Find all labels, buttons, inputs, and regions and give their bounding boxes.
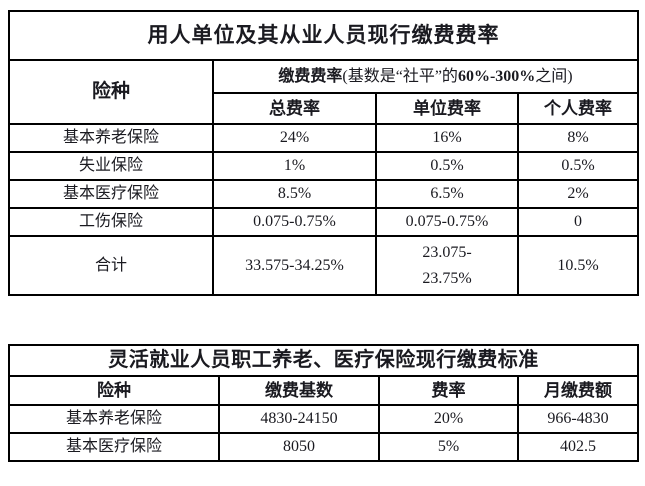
- rate-cell: 20%: [378, 404, 519, 434]
- contribution-base-cell: 8050: [218, 432, 380, 462]
- personal-rate-cell: 0.5%: [517, 151, 639, 181]
- document-page: 用人单位及其从业人员现行缴费费率 险种 缴费费率(基数是“社平”的60%-300…: [8, 10, 639, 462]
- personal-rate-cell: 0: [517, 207, 639, 237]
- table-row: 灵活就业人员职工养老、医疗保险现行缴费标准: [8, 344, 639, 377]
- table-row: 基本养老保险 4830-24150 20% 966-4830: [8, 404, 639, 434]
- table-row: 工伤保险 0.075-0.75% 0.075-0.75% 0: [8, 207, 639, 237]
- column-header-employer-rate: 单位费率: [375, 92, 519, 125]
- total-rate-cell: 8.5%: [212, 179, 377, 209]
- monthly-amount-cell: 402.5: [517, 432, 639, 462]
- employer-rate-cell: 16%: [375, 123, 519, 153]
- column-header-contribution-base: 缴费基数: [218, 375, 380, 406]
- flexible-employment-table: 灵活就业人员职工养老、医疗保险现行缴费标准 险种 缴费基数 费率 月缴费额 基本…: [8, 344, 639, 462]
- column-header-risk-type: 险种: [8, 375, 220, 406]
- total-rate-cell: 33.575-34.25%: [212, 235, 377, 296]
- risk-type-header: 险种: [8, 59, 214, 125]
- table-row: 基本医疗保险 8.5% 6.5% 2%: [8, 179, 639, 209]
- rate-header-normal: (基数是“社平”的: [342, 67, 458, 85]
- total-rate-cell: 24%: [212, 123, 377, 153]
- monthly-amount-cell: 966-4830: [517, 404, 639, 434]
- table-row: 失业保险 1% 0.5% 0.5%: [8, 151, 639, 181]
- column-header-rate: 费率: [378, 375, 519, 406]
- table-row: 险种 缴费基数 费率 月缴费额: [8, 375, 639, 406]
- rate-header-range: 60%-300%: [457, 67, 536, 85]
- employer-rate-cell: 23.075-23.75%: [375, 235, 519, 296]
- row-label: 基本养老保险: [8, 404, 220, 434]
- personal-rate-cell: 10.5%: [517, 235, 639, 296]
- table-row: 基本养老保险 24% 16% 8%: [8, 123, 639, 153]
- total-rate-cell: 1%: [212, 151, 377, 181]
- column-header-total-rate: 总费率: [212, 92, 377, 125]
- row-label: 基本医疗保险: [8, 432, 220, 462]
- personal-rate-cell: 8%: [517, 123, 639, 153]
- total-row-label: 合计: [8, 235, 214, 296]
- total-rate-cell: 0.075-0.75%: [212, 207, 377, 237]
- table-row: 险种 缴费费率(基数是“社平”的60%-300%之间): [8, 59, 639, 125]
- table-row: 用人单位及其从业人员现行缴费费率: [8, 10, 639, 61]
- table-row: 总费率 单位费率 个人费率: [9, 92, 639, 125]
- contribution-base-cell: 4830-24150: [218, 404, 380, 434]
- employer-rate-cell: 0.5%: [375, 151, 519, 181]
- employer-rate-cell: 6.5%: [375, 179, 519, 209]
- rate-header: 缴费费率(基数是“社平”的60%-300%之间): [212, 59, 639, 94]
- personal-rate-cell: 2%: [517, 179, 639, 209]
- rate-header-suffix: 之间): [535, 67, 573, 85]
- rate-header-bold: 缴费费率: [278, 67, 343, 85]
- row-label: 失业保险: [8, 151, 214, 181]
- employer-table-title: 用人单位及其从业人员现行缴费费率: [8, 10, 639, 61]
- row-label: 基本养老保险: [8, 123, 214, 153]
- table-row: 基本医疗保险 8050 5% 402.5: [8, 432, 639, 462]
- employer-rate-cell: 0.075-0.75%: [375, 207, 519, 237]
- row-label: 工伤保险: [8, 207, 214, 237]
- rate-cell: 5%: [378, 432, 519, 462]
- flexible-table-title: 灵活就业人员职工养老、医疗保险现行缴费标准: [8, 344, 639, 377]
- column-header-monthly-amount: 月缴费额: [517, 375, 639, 406]
- table-row: 合计 33.575-34.25% 23.075-23.75% 10.5%: [8, 235, 639, 296]
- employer-rate-wrapped-value: 23.075-23.75%: [422, 243, 472, 287]
- row-label: 基本医疗保险: [8, 179, 214, 209]
- column-header-personal-rate: 个人费率: [517, 92, 639, 125]
- employer-contribution-table: 用人单位及其从业人员现行缴费费率 险种 缴费费率(基数是“社平”的60%-300…: [8, 10, 639, 296]
